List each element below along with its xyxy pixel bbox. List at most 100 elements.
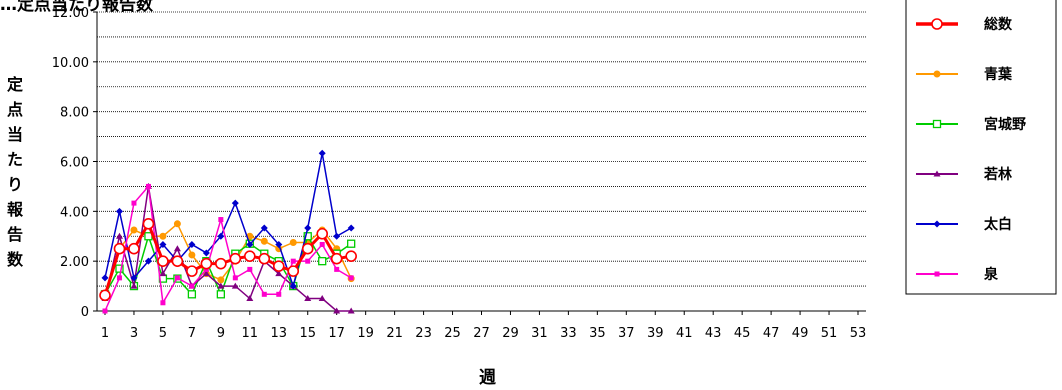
y-tick-label: 10.00 bbox=[52, 56, 89, 71]
series-泉 bbox=[102, 183, 354, 314]
data-point bbox=[202, 249, 210, 257]
y-axis-label-char: 定 bbox=[6, 75, 23, 94]
data-point bbox=[202, 270, 210, 277]
legend-label: 総数 bbox=[984, 16, 1013, 33]
data-point bbox=[217, 232, 225, 240]
data-point bbox=[246, 295, 254, 302]
data-point bbox=[128, 242, 140, 255]
legend-swatch-marker bbox=[933, 70, 941, 78]
data-point bbox=[130, 274, 138, 282]
data-point bbox=[145, 183, 151, 189]
series-line bbox=[104, 153, 352, 289]
x-tick-label: 45 bbox=[734, 326, 751, 341]
data-point bbox=[304, 295, 312, 302]
data-point bbox=[318, 295, 326, 302]
data-point bbox=[247, 266, 253, 272]
x-tick-label: 49 bbox=[792, 326, 809, 341]
legend-box bbox=[905, 0, 1057, 295]
series-line bbox=[104, 184, 352, 312]
data-point bbox=[217, 276, 225, 284]
data-point bbox=[99, 289, 111, 302]
x-tick-label: 7 bbox=[188, 326, 196, 341]
data-point bbox=[218, 217, 224, 223]
data-point bbox=[347, 239, 356, 248]
x-tick-label: 47 bbox=[763, 326, 780, 341]
legend-swatch-marker bbox=[934, 271, 940, 277]
x-tick-label: 1 bbox=[101, 326, 109, 341]
data-point bbox=[216, 290, 225, 299]
x-tick-label: 41 bbox=[676, 326, 693, 341]
data-point bbox=[301, 242, 314, 255]
data-point bbox=[261, 291, 267, 297]
data-point bbox=[305, 258, 311, 264]
x-tick-label: 27 bbox=[473, 326, 490, 341]
data-point bbox=[130, 226, 138, 234]
data-point bbox=[142, 217, 155, 230]
x-tick-label: 35 bbox=[589, 326, 606, 341]
data-point bbox=[171, 255, 184, 267]
data-point bbox=[347, 307, 355, 314]
data-point bbox=[348, 275, 354, 281]
x-tick-label: 25 bbox=[444, 326, 461, 341]
grid-lines bbox=[97, 11, 866, 287]
data-point bbox=[345, 250, 357, 262]
data-point bbox=[113, 242, 126, 255]
series-line bbox=[104, 233, 352, 297]
x-tick-label: 19 bbox=[357, 326, 374, 341]
x-tick-label: 33 bbox=[560, 326, 577, 341]
y-tick-labels: 0 2.00 4.00 6.00 8.00 10.00 12.00 bbox=[52, 6, 97, 320]
x-tick-label: 53 bbox=[850, 326, 867, 341]
x-tick-label: 9 bbox=[217, 326, 225, 341]
data-point bbox=[115, 207, 123, 215]
data-point bbox=[157, 255, 169, 267]
legend-item: 太白 bbox=[916, 216, 1012, 233]
data-point bbox=[159, 240, 167, 248]
series-太白 bbox=[101, 149, 355, 290]
y-axis-label: 定点当たり報告数 bbox=[6, 72, 24, 272]
chart-title: …定点当たり報告数 bbox=[0, 0, 153, 15]
series-総数 bbox=[99, 217, 357, 302]
x-tick-label: 17 bbox=[328, 326, 345, 341]
legend-item: 総数 bbox=[916, 16, 1013, 33]
x-tick-label: 29 bbox=[502, 326, 519, 341]
data-point bbox=[115, 232, 123, 239]
data-point bbox=[318, 149, 326, 157]
data-point bbox=[333, 232, 341, 240]
legend-item: 若林 bbox=[916, 166, 1012, 183]
data-point bbox=[275, 270, 283, 277]
data-point bbox=[217, 282, 225, 289]
legend-item: 宮城野 bbox=[916, 116, 1026, 133]
x-tick-label: 15 bbox=[299, 326, 316, 341]
x-tick-label: 37 bbox=[618, 326, 635, 341]
series-青葉 bbox=[101, 220, 355, 298]
data-point bbox=[272, 260, 285, 272]
series-宮城野 bbox=[100, 232, 356, 299]
data-point bbox=[231, 282, 239, 289]
x-tick-label: 11 bbox=[242, 326, 259, 341]
y-tick-label: 4.00 bbox=[60, 205, 89, 220]
x-tick-label: 51 bbox=[821, 326, 838, 341]
y-axis-label-char: 報 bbox=[6, 200, 23, 219]
data-point bbox=[200, 257, 213, 270]
data-point bbox=[131, 200, 137, 206]
data-point bbox=[319, 241, 325, 247]
y-tick-label: 0 bbox=[81, 305, 89, 320]
data-point bbox=[160, 300, 166, 306]
y-tick-label: 12.00 bbox=[52, 6, 89, 21]
x-tick-label: 3 bbox=[130, 326, 138, 341]
x-tick-label: 43 bbox=[705, 326, 722, 341]
data-point bbox=[215, 257, 227, 270]
data-point bbox=[186, 265, 198, 277]
series-group bbox=[99, 149, 357, 314]
x-tick-label: 21 bbox=[386, 326, 403, 341]
data-point bbox=[287, 265, 300, 277]
legend-label: 青葉 bbox=[984, 66, 1013, 83]
y-axis-label-char: 数 bbox=[6, 250, 23, 269]
data-point bbox=[260, 224, 268, 232]
data-point bbox=[229, 252, 242, 265]
data-point bbox=[173, 245, 181, 252]
data-point bbox=[173, 220, 181, 228]
x-tick-labels: 1 3 5 7 9 11 13 15 17 19 21 23 25 27 29 31 33 35 37 39 41 43 4… bbox=[101, 311, 866, 341]
data-point bbox=[289, 282, 297, 290]
